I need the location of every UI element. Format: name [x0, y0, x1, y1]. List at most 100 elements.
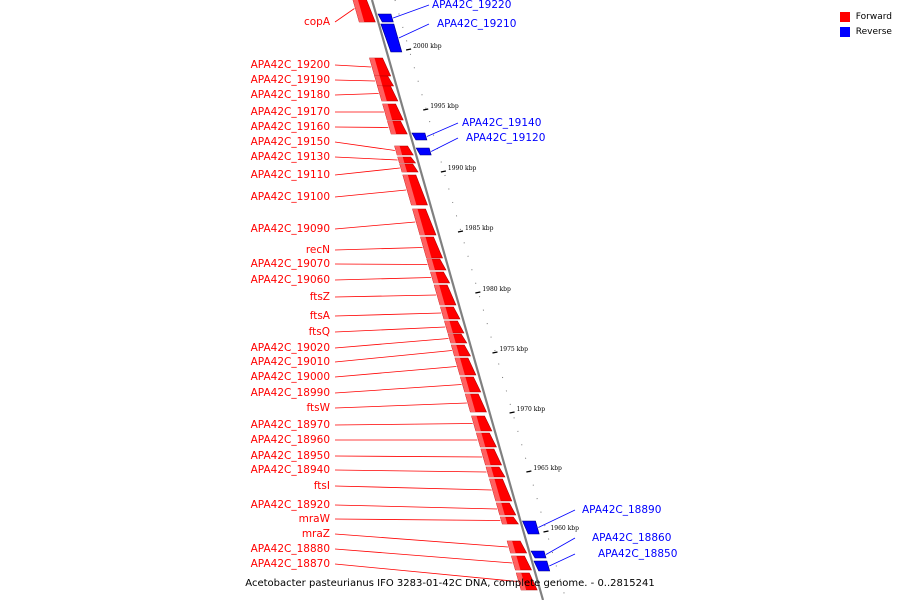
reverse-gene-block [411, 132, 428, 141]
forward-gene-label: APA42C_19010 [251, 356, 330, 368]
forward-gene-label: ftsZ [310, 291, 330, 303]
forward-gene-label: APA42C_19090 [251, 223, 330, 235]
reverse-leader-line [426, 122, 459, 137]
reverse-leader-line [538, 509, 576, 528]
reverse-gene-block [380, 23, 403, 53]
reverse-gene-label: APA42C_19210 [437, 18, 516, 30]
tick-mark [475, 291, 481, 294]
forward-gene-highlight [369, 58, 380, 76]
forward-gene-label: APA42C_19100 [251, 191, 330, 203]
forward-leader-line [334, 312, 442, 317]
forward-gene-highlight [412, 209, 425, 235]
forward-gene-highlight [480, 449, 491, 465]
forward-gene-highlight [476, 433, 486, 447]
forward-gene-highlight [455, 358, 465, 375]
forward-leader-line [334, 326, 446, 333]
forward-leader-line [334, 277, 432, 281]
forward-leader-line [334, 504, 498, 510]
forward-gene-highlight [489, 479, 501, 501]
forward-gene-highlight [471, 416, 481, 431]
forward-gene-label: ftsI [314, 480, 330, 492]
forward-leader-line [334, 366, 457, 378]
reverse-leader-line [549, 553, 576, 567]
tick-mark [440, 170, 447, 173]
forward-leader-line [334, 8, 355, 23]
forward-gene-highlight [420, 237, 432, 258]
forward-gene-label: APA42C_19170 [251, 106, 330, 118]
forward-gene-highlight [426, 259, 435, 270]
legend-item-forward: Forward [839, 9, 892, 24]
reverse-gene-block [522, 520, 540, 535]
forward-swatch [839, 11, 850, 22]
forward-gene-label: APA42C_19070 [251, 258, 330, 270]
forward-gene-highlight [382, 104, 393, 120]
forward-leader-line [334, 263, 428, 265]
forward-leader-line [334, 548, 513, 564]
forward-gene-highlight [486, 467, 494, 477]
tick-mark [526, 470, 532, 473]
tick-label: 1975 kbp [499, 346, 528, 353]
forward-gene-label: APA42C_18880 [251, 543, 330, 555]
forward-gene-highlight [434, 285, 445, 305]
forward-leader-line [334, 485, 492, 491]
forward-gene-label: APA42C_19060 [251, 274, 330, 286]
backbone-line [370, 0, 545, 600]
tick-label: 1990 kbp [448, 165, 477, 172]
scale-line [394, 0, 567, 600]
forward-gene-label: APA42C_19160 [251, 121, 330, 133]
forward-leader-line [334, 247, 423, 251]
tick-mark [543, 530, 549, 533]
reverse-gene-block [530, 550, 547, 559]
forward-leader-line [334, 563, 518, 582]
forward-gene-label: APA42C_18960 [251, 434, 330, 446]
forward-gene-label: APA42C_19000 [251, 371, 330, 383]
forward-gene-label: recN [306, 244, 330, 256]
forward-gene-highlight [496, 503, 505, 515]
legend: Forward Reverse [839, 9, 892, 39]
tick-label: 1965 kbp [533, 465, 562, 472]
forward-gene-highlight [394, 146, 403, 155]
tick-label: 1995 kbp [430, 103, 459, 110]
forward-leader-line [334, 64, 372, 68]
forward-gene-highlight [451, 345, 460, 356]
reverse-gene-label: APA42C_19140 [462, 117, 541, 129]
forward-gene-highlight [399, 164, 408, 172]
reverse-gene-label: APA42C_19120 [466, 132, 545, 144]
forward-gene-highlight [377, 86, 387, 101]
forward-gene-highlight [374, 76, 383, 86]
reverse-leader-line [392, 4, 430, 19]
tick-mark [509, 411, 515, 414]
forward-leader-line [334, 294, 437, 298]
forward-leader-line [334, 533, 508, 548]
forward-gene-label: ftsQ [309, 326, 330, 338]
forward-gene-highlight [430, 272, 439, 283]
forward-gene-label: APA42C_19180 [251, 89, 330, 101]
tick-label: 1960 kbp [550, 525, 579, 532]
tick-mark [405, 48, 412, 51]
forward-gene-label: ftsW [307, 402, 331, 414]
tick-label: 1970 kbp [517, 406, 546, 413]
caption: Acetobacter pasteurianus IFO 3283-01-42C… [245, 578, 655, 589]
tick-label: 2000 kbp [413, 43, 442, 50]
forward-gene-label: APA42C_19130 [251, 151, 330, 163]
forward-leader-line [334, 126, 389, 128]
forward-gene-label: APA42C_19200 [251, 59, 330, 71]
forward-gene-label: APA42C_19020 [251, 342, 330, 354]
forward-gene-label: APA42C_18970 [251, 419, 330, 431]
forward-gene-label: APA42C_19190 [251, 74, 330, 86]
reverse-gene-label: APA42C_18860 [592, 532, 671, 544]
forward-leader-line [334, 221, 416, 230]
forward-gene-highlight [397, 157, 405, 163]
forward-gene-highlight [444, 321, 453, 333]
reverse-gene-block [377, 13, 394, 23]
forward-gene-highlight [516, 573, 527, 590]
forward-leader-line [334, 469, 487, 473]
tick-label: 1985 kbp [465, 225, 494, 232]
forward-gene-highlight [507, 541, 516, 553]
tick-mark [423, 108, 429, 111]
reverse-leader-line [398, 23, 430, 39]
reverse-swatch [839, 26, 850, 37]
forward-gene-highlight [500, 517, 508, 524]
tick-mark [492, 351, 498, 354]
tick-mark [457, 230, 464, 233]
